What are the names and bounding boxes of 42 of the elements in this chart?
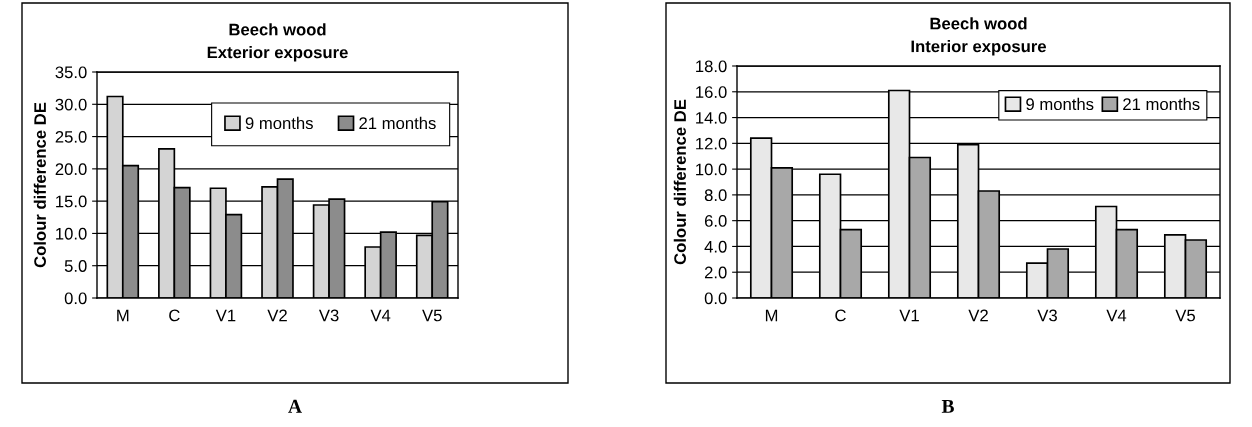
legend-label: 21 months xyxy=(359,116,436,130)
y-tick-label: 15.0 xyxy=(56,195,87,208)
y-tick-label: 12.0 xyxy=(696,137,727,150)
x-tick-label: C xyxy=(169,309,180,322)
y-tick-label: 0.0 xyxy=(704,292,727,305)
x-tick-label: V3 xyxy=(1037,309,1057,322)
chart-title: Beech wood Interior exposure xyxy=(911,17,1047,56)
x-tick-label: V2 xyxy=(968,309,988,322)
chart-title: Beech wood Exterior exposure xyxy=(207,23,348,62)
text: B xyxy=(941,399,954,413)
x-tick-label: V2 xyxy=(267,309,287,322)
y-tick-label: 16.0 xyxy=(696,86,727,98)
x-tick-label: C xyxy=(835,309,846,322)
y-tick-label: 18.0 xyxy=(696,60,727,73)
y-tick-label: 35.0 xyxy=(55,66,87,79)
y-axis-title: Colour difference DE xyxy=(33,102,46,268)
text: A xyxy=(288,399,302,413)
x-tick-label: V4 xyxy=(1106,309,1127,322)
x-tick-label: V5 xyxy=(422,309,442,322)
y-tick-label: 20.0 xyxy=(55,163,87,176)
y-tick-label: 4.0 xyxy=(704,240,727,253)
y-axis-title: Colour difference DE xyxy=(673,99,686,265)
y-tick-label: 30.0 xyxy=(55,98,87,111)
y-tick-label: 10.0 xyxy=(56,227,87,240)
x-tick-label: M xyxy=(117,309,129,322)
y-tick-label: 25.0 xyxy=(55,130,87,143)
y-tick-label: 10.0 xyxy=(696,163,727,176)
y-tick-label: 8.0 xyxy=(704,189,727,202)
y-tick-label: 0.0 xyxy=(64,292,87,305)
y-tick-label: 2.0 xyxy=(704,266,727,279)
x-tick-label: V1 xyxy=(899,309,919,322)
x-tick-label: V4 xyxy=(370,309,391,322)
x-tick-label: M xyxy=(765,309,778,322)
x-tick-label: V1 xyxy=(215,309,236,322)
x-tick-label: V3 xyxy=(318,309,339,322)
y-tick-label: 6.0 xyxy=(704,215,727,227)
x-tick-label: V5 xyxy=(1175,309,1195,322)
y-tick-label: 5.0 xyxy=(64,260,87,272)
legend-label: 21 months xyxy=(1123,97,1200,111)
legend-label: 9 months xyxy=(1026,97,1094,111)
y-tick-label: 14.0 xyxy=(696,111,727,124)
legend-label: 9 months xyxy=(245,116,313,130)
